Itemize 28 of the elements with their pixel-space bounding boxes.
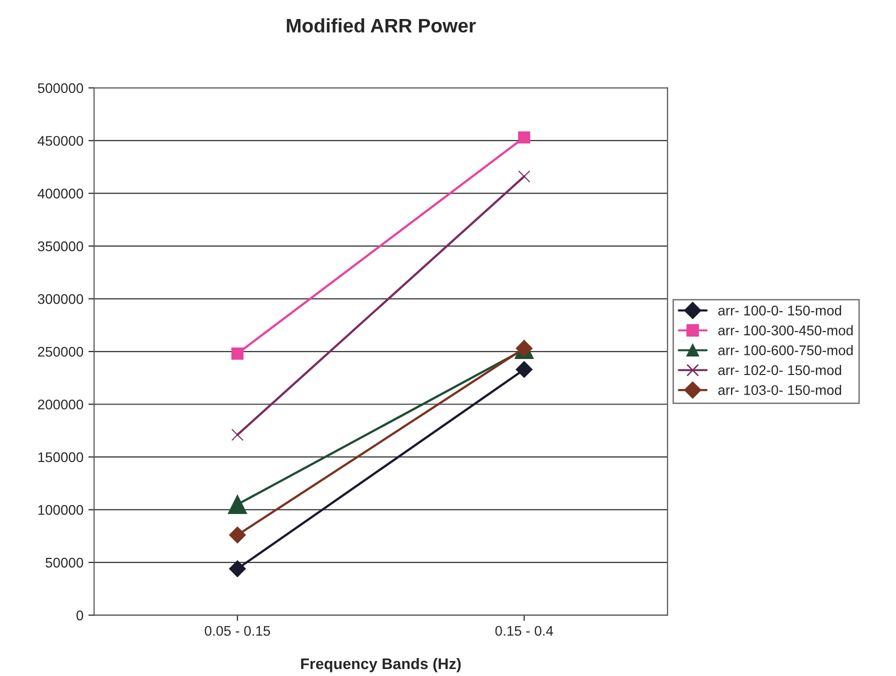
x-tick-label: 0.15 - 0.4 (495, 626, 554, 636)
x-tick-label: 0.05 - 0.15 (204, 626, 270, 636)
point (228, 494, 247, 514)
y-tick-label: 50000 (46, 558, 84, 568)
y-tick-label: 450000 (38, 136, 84, 146)
legend-label: arr- 100-300-450-mod (718, 325, 853, 336)
chart-title: Modified ARR Power (286, 18, 476, 33)
y-tick-label: 100000 (38, 505, 84, 515)
y-tick-label: 0 (76, 610, 84, 620)
point (231, 428, 244, 441)
legend-label: arr- 100-0- 150-mod (718, 305, 842, 316)
point (231, 348, 244, 360)
y-tick-label: 150000 (38, 452, 84, 462)
legend-label: arr- 100-600-750-mod (718, 345, 853, 356)
y-tick-label: 500000 (38, 83, 84, 94)
point (518, 131, 530, 144)
y-tick-label: 250000 (38, 346, 84, 357)
y-tick-label: 400000 (38, 188, 84, 199)
point (518, 170, 530, 183)
y-tick-label: 300000 (38, 294, 84, 304)
y-tick-label: 350000 (38, 241, 84, 252)
y-tick-label: 200000 (38, 400, 84, 410)
point (229, 526, 246, 544)
point (516, 361, 533, 378)
legend-label: arr- 102-0- 150-mod (718, 364, 842, 376)
point (229, 560, 246, 578)
x-axis-title: Frequency Bands (Hz) (301, 658, 461, 672)
legend-label: arr- 103-0- 150-mod (718, 384, 842, 396)
